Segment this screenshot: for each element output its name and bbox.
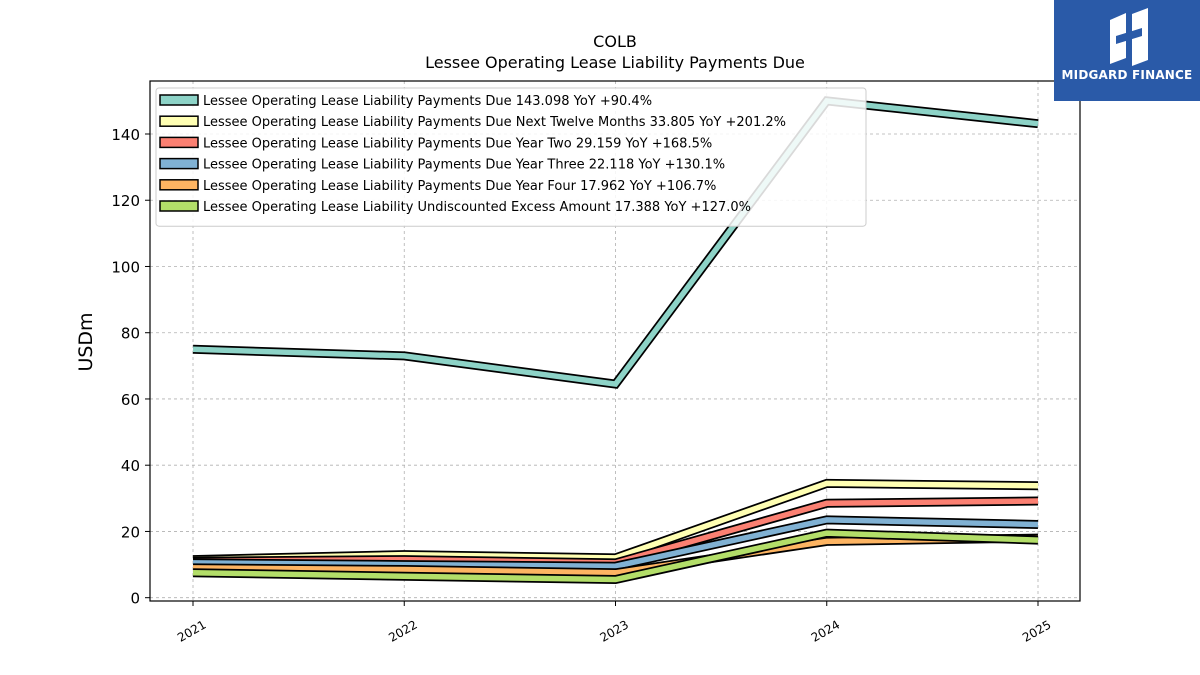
y-tick-label: 120 [111,192,140,210]
legend-swatch [159,179,199,191]
series-line [192,530,1039,583]
x-tick-label: 2021 [175,617,208,644]
legend-box [155,87,867,227]
chart-title: COLB [593,32,637,51]
y-tick-label: 60 [121,391,140,409]
series-line [192,535,1039,576]
logo-text: MIDGARD FINANCE [1061,68,1193,82]
legend-label: Lessee Operating Lease Liability Payment… [203,179,716,194]
brand-logo: MIDGARD FINANCE [1054,0,1200,101]
x-tick-label: 2023 [598,617,631,644]
legend-label: Lessee Operating Lease Liability Payment… [203,115,786,130]
legend-swatch [159,200,199,212]
x-tick-label: 2024 [809,617,842,644]
x-tick-label: 2025 [1020,617,1053,644]
y-tick-label: 40 [121,457,140,475]
y-tick-label: 140 [111,126,140,144]
legend-swatch [159,136,199,149]
series-line [192,97,1039,388]
legend-label: Lessee Operating Lease Liability Payment… [203,136,712,151]
legend-swatch [159,157,199,170]
y-tick-label: 100 [111,258,140,276]
legend: Lessee Operating Lease Liability Payment… [155,87,867,227]
legend-swatch [159,94,199,106]
x-tick-label: 2022 [386,617,419,644]
legend-label: Lessee Operating Lease Liability Payment… [203,158,725,173]
logo-mark-icon [1110,8,1148,66]
series-line [192,517,1039,569]
y-tick-label: 20 [121,523,140,541]
series-lines [192,96,1039,585]
y-axis-label: USDm [75,312,97,371]
legend-swatch [159,115,199,127]
y-tick-label: 80 [121,325,140,343]
y-tick-label: 0 [130,590,140,608]
legend-label: Lessee Operating Lease Liability Payment… [203,94,652,109]
legend-label: Lessee Operating Lease Liability Undisco… [203,200,751,215]
chart-subtitle: Lessee Operating Lease Liability Payment… [425,53,805,72]
